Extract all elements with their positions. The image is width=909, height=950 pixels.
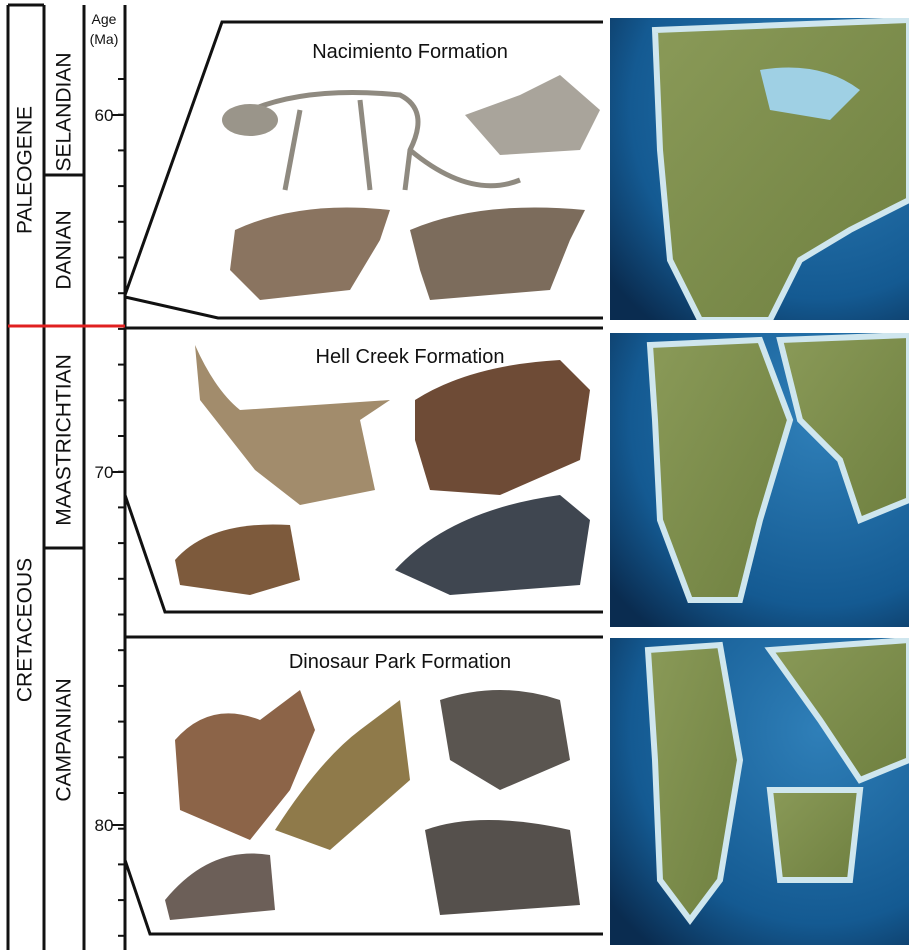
age-tick-label: 80 <box>95 816 114 835</box>
panel-title: Hell Creek Formation <box>316 346 505 368</box>
age-tick-label: 70 <box>95 463 114 482</box>
axis-label: Age <box>92 11 117 27</box>
stage-label: CAMPANIAN <box>53 678 76 801</box>
timescale: PALEOGENE CRETACEOUS SELANDIAN DANIAN MA… <box>6 3 127 950</box>
panel-title: Nacimiento Formation <box>312 41 508 63</box>
maps <box>610 18 909 945</box>
period-label: CRETACEOUS <box>14 558 37 702</box>
stage-label: SELANDIAN <box>53 52 76 171</box>
stage-label: DANIAN <box>53 210 76 289</box>
fossils <box>165 75 600 920</box>
axis-label: (Ma) <box>90 31 119 47</box>
age-tick-label: 60 <box>95 106 114 125</box>
stage-label: MAASTRICHTIAN <box>53 354 76 526</box>
panel-frames <box>123 20 603 936</box>
panel-title: Dinosaur Park Formation <box>289 651 511 673</box>
period-label: PALEOGENE <box>14 106 37 234</box>
